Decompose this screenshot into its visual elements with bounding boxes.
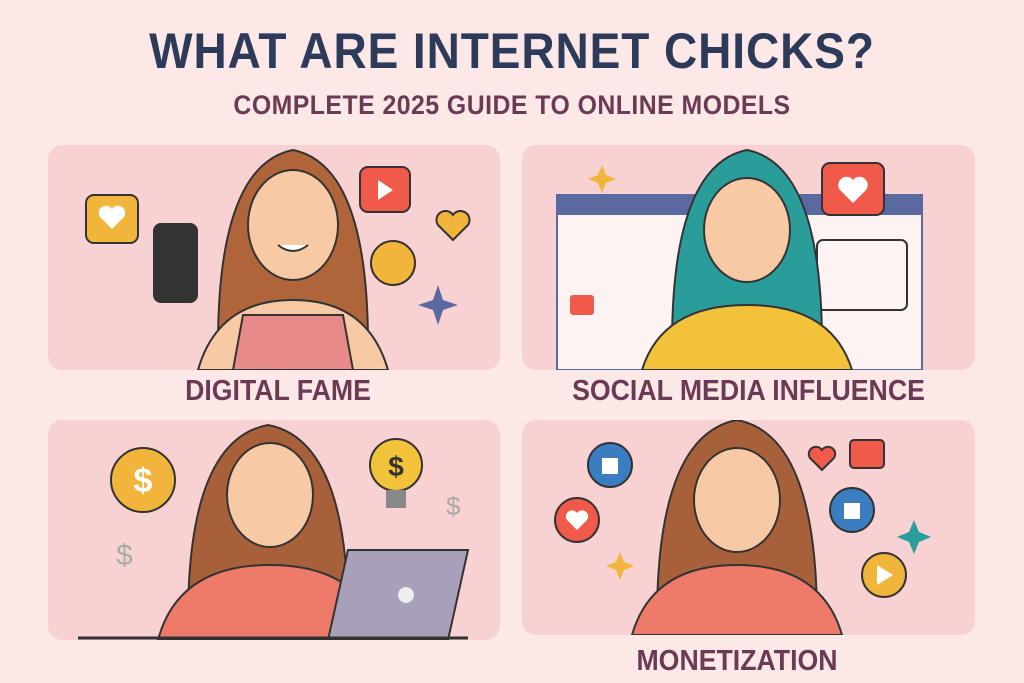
sparkle-icon — [418, 285, 458, 325]
play-bubble-icon — [359, 166, 411, 213]
smartphone-icon — [153, 223, 198, 303]
heart-bubble-icon — [85, 194, 139, 244]
svg-text:$: $ — [388, 451, 404, 482]
sparkle-icon — [588, 165, 616, 193]
heart-icon — [554, 497, 600, 543]
panel-digital-fame — [48, 145, 500, 370]
woman-illustration — [640, 148, 854, 370]
panel-earning: $ $ $ $ — [48, 420, 500, 640]
woman-illustration — [196, 148, 390, 370]
sparkle-icon — [897, 520, 931, 554]
page-subtitle: COMPLETE 2025 GUIDE TO ONLINE MODELS — [233, 90, 791, 120]
svg-text:$: $ — [134, 462, 153, 500]
play-icon — [861, 552, 907, 598]
panel-monetization — [522, 420, 975, 635]
laptop-icon — [78, 549, 470, 640]
thumbs-up-icon — [587, 442, 633, 488]
heart-bubble-icon — [849, 439, 885, 469]
dollar-coin-icon: $ — [110, 447, 176, 513]
panel-label-monetization: MONETIZATION — [636, 645, 838, 677]
thumbs-up-icon — [829, 487, 875, 533]
panel-label-social-media-influence: SOCIAL MEDIA INFLUENCE — [572, 375, 925, 407]
sparkle-icon — [606, 552, 634, 580]
dollar-sign-icon: $ — [116, 539, 133, 572]
page-title: WHAT ARE INTERNET CHICKS? — [149, 23, 875, 79]
dollar-sign-icon: $ — [446, 491, 461, 521]
heart-bubble-icon — [821, 162, 885, 216]
heart-icon — [435, 210, 471, 242]
lightbulb-dollar-icon: $ — [369, 438, 423, 508]
heart-icon — [807, 445, 837, 472]
sparkle-badge-icon — [370, 240, 416, 286]
panel-label-digital-fame: DIGITAL FAME — [185, 375, 371, 407]
woman-illustration — [630, 420, 844, 635]
panel-social-media-influence — [522, 145, 975, 370]
woman-illustration — [156, 423, 384, 640]
